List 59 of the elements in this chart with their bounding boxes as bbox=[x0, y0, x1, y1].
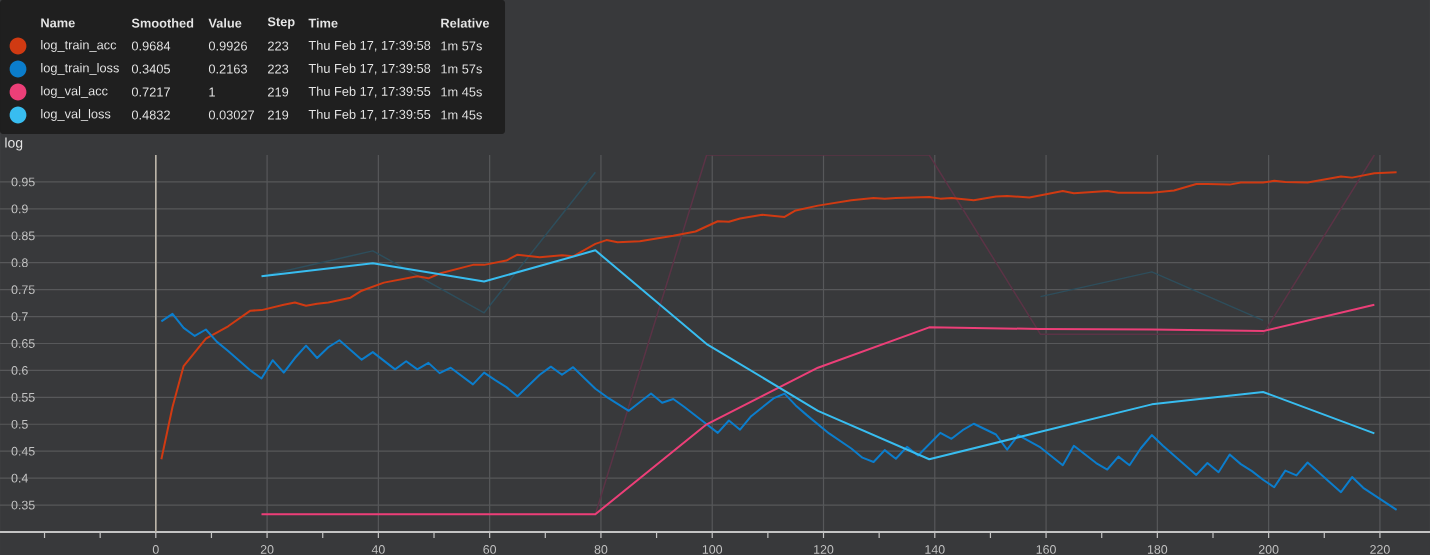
text: Time bbox=[308, 18, 338, 28]
x-tick-label: 80 bbox=[594, 545, 608, 554]
x-tick-label: 200 bbox=[1258, 545, 1279, 554]
y-tick-label: 0.5 bbox=[11, 419, 28, 429]
x-tick-label: 220 bbox=[1370, 545, 1390, 554]
legend-label: log_val_loss bbox=[41, 109, 111, 121]
text: 0.9926 bbox=[208, 41, 247, 51]
text: Name bbox=[41, 18, 75, 28]
y-tick-label: 0.95 bbox=[11, 177, 35, 187]
x-tick-label: 160 bbox=[1036, 545, 1056, 554]
text: Value bbox=[208, 18, 242, 28]
y-tick-label: 0.45 bbox=[11, 446, 35, 456]
text: Thu Feb 17, 17:39:55 bbox=[308, 86, 431, 98]
y-tick-label: 0.8 bbox=[11, 258, 28, 268]
text: 1m 57s bbox=[441, 64, 482, 74]
text: 1m 57s bbox=[441, 41, 482, 51]
text: 0.2163 bbox=[208, 64, 247, 74]
text: 0.7217 bbox=[131, 87, 170, 97]
x-tick-label: 140 bbox=[925, 545, 945, 554]
legend-label: log_val_acc bbox=[41, 86, 108, 98]
y-tick-label: 0.35 bbox=[11, 500, 35, 510]
x-tick-label: 40 bbox=[371, 545, 385, 554]
text: Thu Feb 17, 17:39:58 bbox=[308, 40, 431, 52]
x-tick-label: 20 bbox=[260, 545, 274, 554]
text: Thu Feb 17, 17:39:58 bbox=[308, 63, 431, 75]
text: 1m 45s bbox=[441, 87, 482, 97]
y-tick-label: 0.9 bbox=[11, 204, 28, 214]
text: Step bbox=[267, 17, 295, 29]
text: 223 bbox=[268, 41, 289, 51]
line-series bbox=[160, 312, 1398, 511]
y-tick-label: 0.85 bbox=[11, 231, 35, 241]
x-tick-label: 100 bbox=[702, 545, 723, 554]
text: 0.3405 bbox=[131, 64, 171, 74]
text: 0.4832 bbox=[131, 110, 170, 120]
y-tick-label: 0.65 bbox=[11, 339, 35, 348]
x-tick-label: 120 bbox=[814, 545, 834, 554]
y-tick-label: 0.75 bbox=[11, 285, 35, 295]
text: 1 bbox=[209, 87, 215, 97]
chart-title: log bbox=[5, 137, 23, 151]
text: 0.03027 bbox=[208, 110, 255, 120]
y-tick-label: 0.55 bbox=[11, 392, 35, 402]
y-tick-label: 0.6 bbox=[11, 366, 28, 375]
text: 219 bbox=[268, 87, 289, 97]
legend-label: log_train_acc bbox=[41, 40, 117, 52]
x-tick-label: 60 bbox=[483, 545, 497, 554]
text: Thu Feb 17, 17:39:55 bbox=[308, 109, 431, 121]
text: 223 bbox=[268, 64, 289, 74]
text: 1m 45s bbox=[441, 110, 482, 120]
line-series bbox=[160, 171, 1398, 461]
y-tick-label: 0.7 bbox=[11, 312, 28, 321]
text: 0.9684 bbox=[131, 41, 171, 51]
line-series bbox=[260, 249, 1376, 461]
legend-label: log_train_loss bbox=[41, 63, 119, 75]
text: Smoothed bbox=[131, 18, 194, 28]
text: Relative bbox=[441, 18, 490, 28]
text: 219 bbox=[268, 110, 289, 120]
x-tick-label: 180 bbox=[1147, 545, 1168, 554]
x-tick-label: 0 bbox=[152, 545, 159, 554]
y-tick-label: 0.4 bbox=[11, 473, 28, 483]
